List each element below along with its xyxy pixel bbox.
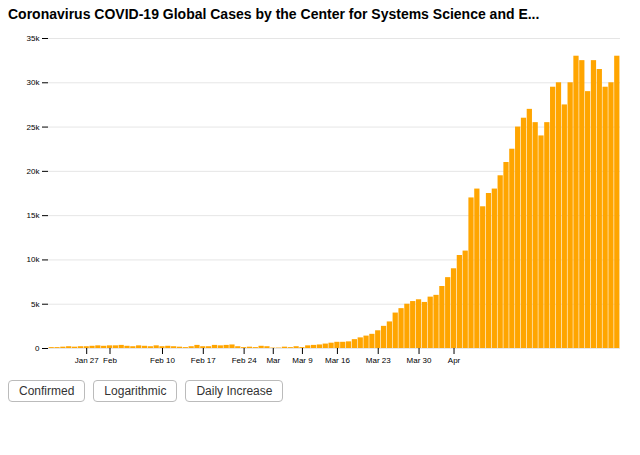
- html-text:Coronavirus COVID-19 Global Ca: Coronavirus COVID-19 Global Cases by the…: [8, 6, 540, 22]
- svg-text:30k: 30k: [27, 78, 41, 87]
- svg-text:Mar 23: Mar 23: [366, 356, 391, 365]
- svg-text:0: 0: [35, 344, 40, 353]
- svg-text:10k: 10k: [27, 255, 41, 264]
- svg-text:5k: 5k: [31, 300, 40, 309]
- svg-text:25k: 25k: [27, 123, 41, 132]
- svg-text:Mar 16: Mar 16: [325, 356, 350, 365]
- svg-text:20k: 20k: [27, 167, 41, 176]
- svg-text:Apr: Apr: [448, 356, 461, 365]
- svg-text:Jan 27: Jan 27: [75, 356, 100, 365]
- html-text:Logarithmic: Logarithmic: [104, 384, 167, 398]
- html-text:Confirmed: Confirmed: [19, 384, 75, 398]
- svg-text:35k: 35k: [27, 34, 41, 43]
- svg-text:15k: 15k: [27, 211, 41, 220]
- svg-text:Feb 17: Feb 17: [191, 356, 216, 365]
- svg-text:Mar: Mar: [266, 356, 280, 365]
- svg-text:Feb 24: Feb 24: [232, 356, 257, 365]
- svg-text:Mar 30: Mar 30: [407, 356, 432, 365]
- svg-text:Feb 10: Feb 10: [150, 356, 175, 365]
- svg-text:Feb: Feb: [103, 356, 117, 365]
- html-text:Daily Increase: Daily Increase: [196, 384, 273, 398]
- svg-text:Mar 9: Mar 9: [292, 356, 313, 365]
